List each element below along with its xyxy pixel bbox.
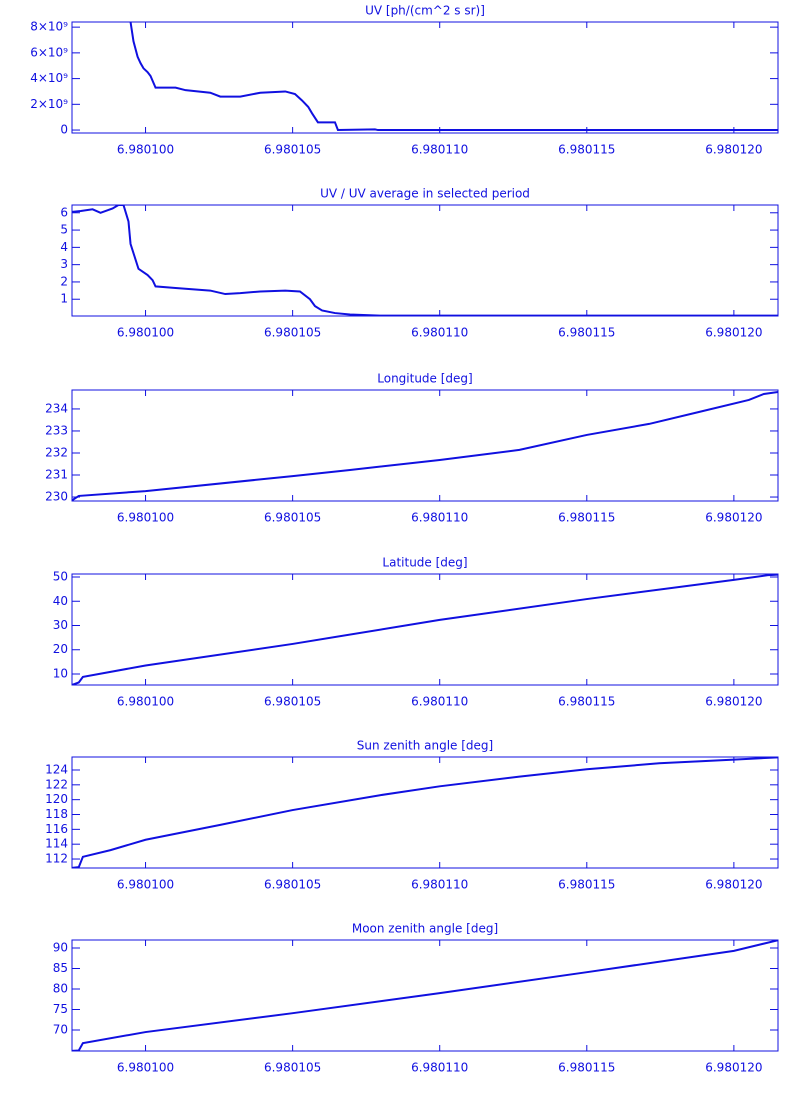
y-tick-label: 90: [53, 940, 68, 954]
y-tick-label: 122: [45, 777, 68, 791]
x-tick-label: 6.980110: [411, 326, 468, 340]
plot-data: [72, 390, 778, 501]
y-tick-label: 80: [53, 982, 68, 996]
x-tick-label: 6.980100: [117, 695, 174, 709]
x-tick-label: 6.980110: [411, 143, 468, 157]
x-tick-label: 6.980100: [117, 878, 174, 892]
y-tick-label: 230: [45, 490, 68, 504]
x-tick-label: 6.980120: [705, 1061, 762, 1075]
y-tick-label: 124: [45, 762, 68, 776]
x-tick-label: 6.980115: [558, 695, 615, 709]
data-line: [72, 757, 778, 868]
plot-frame: [71, 939, 779, 1052]
chart-title: UV [ph/(cm^2 s sr)]: [365, 4, 485, 18]
y-tick-label: 75: [53, 1002, 68, 1016]
x-tick-label: 6.980115: [558, 1061, 615, 1075]
plot-data: [72, 757, 778, 868]
y-tick-label: 6: [60, 205, 68, 219]
data-line: [129, 22, 778, 132]
x-tick-label: 6.980105: [264, 878, 321, 892]
x-tick-label: 6.980115: [558, 511, 615, 525]
y-tick-label: 234: [45, 401, 68, 415]
plot-data: [72, 205, 778, 316]
x-tick-label: 6.980120: [705, 878, 762, 892]
y-tick-label: 2: [60, 274, 68, 288]
y-tick-label: 4: [60, 240, 68, 254]
x-tick-label: 6.980120: [705, 695, 762, 709]
x-tick-label: 6.980100: [117, 143, 174, 157]
x-tick-label: 6.980110: [411, 511, 468, 525]
y-tick-label: 231: [45, 468, 68, 482]
y-tick-label: 85: [53, 961, 68, 975]
chart-title: UV / UV average in selected period: [320, 187, 530, 201]
x-tick-label: 6.980120: [705, 143, 762, 157]
y-tick-label: 120: [45, 792, 68, 806]
plot-data: [129, 22, 778, 132]
x-tick-label: 6.980115: [558, 143, 615, 157]
x-tick-label: 6.980115: [558, 326, 615, 340]
y-tick-label: 118: [45, 807, 68, 821]
y-tick-label: 4×10⁹: [30, 71, 68, 85]
y-tick-label: 6×10⁹: [30, 45, 68, 59]
y-tick-label: 116: [45, 822, 68, 836]
y-tick-label: 40: [53, 594, 68, 608]
y-tick-label: 30: [53, 618, 68, 632]
y-tick-label: 5: [60, 223, 68, 237]
plot-data: [72, 940, 778, 1051]
x-tick-label: 6.980105: [264, 695, 321, 709]
y-tick-label: 3: [60, 257, 68, 271]
x-tick-label: 6.980105: [264, 511, 321, 525]
y-tick-label: 10: [53, 666, 68, 680]
chart-title: Moon zenith angle [deg]: [352, 922, 498, 936]
plot-frame: [71, 204, 779, 317]
plot-frame: [71, 21, 779, 134]
x-tick-label: 6.980105: [264, 143, 321, 157]
plot-frame: [71, 756, 779, 869]
y-tick-label: 70: [53, 1023, 68, 1037]
x-tick-label: 6.980110: [411, 1061, 468, 1075]
x-tick-label: 6.980100: [117, 326, 174, 340]
data-line: [72, 390, 778, 501]
x-tick-label: 6.980120: [705, 326, 762, 340]
y-tick-label: 112: [45, 852, 68, 866]
y-tick-label: 114: [45, 837, 68, 851]
plot-data: [72, 574, 778, 685]
chart-title: Latitude [deg]: [382, 556, 467, 570]
x-tick-label: 6.980105: [264, 1061, 321, 1075]
x-tick-label: 6.980105: [264, 326, 321, 340]
x-tick-label: 6.980110: [411, 878, 468, 892]
y-tick-label: 0: [60, 123, 68, 137]
x-tick-label: 6.980100: [117, 511, 174, 525]
x-tick-label: 6.980110: [411, 695, 468, 709]
data-line: [72, 574, 778, 685]
x-tick-label: 6.980120: [705, 511, 762, 525]
plot-frame: [71, 573, 779, 686]
x-tick-label: 6.980115: [558, 878, 615, 892]
chart-title: Sun zenith angle [deg]: [357, 739, 493, 753]
data-line: [72, 940, 778, 1051]
y-tick-label: 8×10⁹: [30, 20, 68, 34]
x-tick-label: 6.980100: [117, 1061, 174, 1075]
y-tick-label: 20: [53, 642, 68, 656]
y-tick-label: 2×10⁹: [30, 97, 68, 111]
y-tick-label: 1: [60, 292, 68, 306]
chart-title: Longitude [deg]: [377, 372, 472, 386]
data-line: [72, 205, 778, 316]
y-tick-label: 232: [45, 445, 68, 459]
y-tick-label: 50: [53, 570, 68, 584]
y-tick-label: 233: [45, 423, 68, 437]
plot-frame: [71, 389, 779, 502]
